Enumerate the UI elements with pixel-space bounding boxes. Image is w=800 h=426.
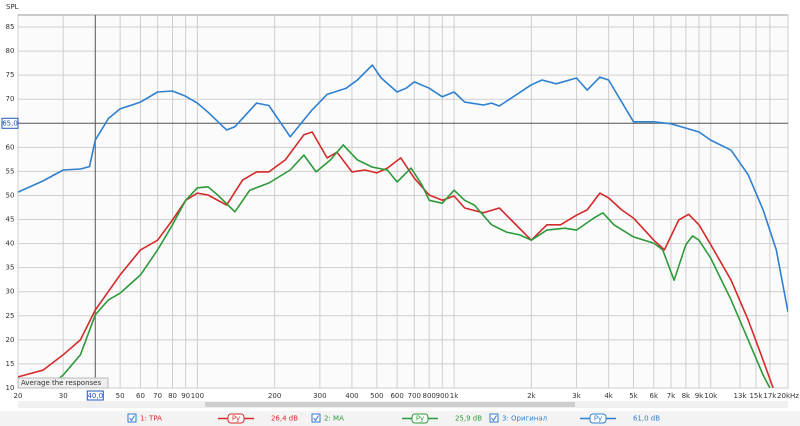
x-tick-label: 20kHz [777,392,799,400]
x-tick-label: 20 [14,392,23,400]
legend-name: 3: Оригинал [502,415,547,423]
scroll-thumb[interactable] [205,402,575,407]
legend-button[interactable] [589,413,607,424]
y-tick-label: 35 [6,264,15,272]
y-tick-label: 25 [6,312,15,320]
y-tick-label: 80 [6,47,15,55]
x-tick-label: 3k [572,392,581,400]
legend-button-label: Ру [232,415,240,423]
legend-checkbox[interactable] [311,413,321,423]
x-tick-label: 4k [604,392,613,400]
legend-bar [0,411,800,426]
x-tick-label: 70 [153,392,162,400]
legend-level: 61,0 dB [633,415,660,423]
axes: 20 30 50 60 70 80 90 100 200 300 400 500 600 700 800 90… [1,23,799,401]
y-axis-label: SPL [6,3,19,11]
lines [18,64,788,388]
x-tick-label: 8k [682,392,691,400]
legend-name: 1: TPA [140,415,162,423]
x-tick-label: 300 [313,392,326,400]
legend-button-label: Ру [416,415,424,423]
y-tick-label: 45 [6,216,15,224]
y-tick-label: 85 [6,23,15,31]
y-tick-label: 50 [6,191,15,199]
y-tick-label: 20 [6,336,15,344]
x-tick-label: 60 [136,392,145,400]
legend-checkbox[interactable] [127,413,137,423]
y-tick-label: 30 [6,288,15,296]
y-tick-label: 55 [6,167,15,175]
x-tick-label: 7k [667,392,676,400]
legend-button-label: Ру [594,415,602,423]
legend-level: 25,9 dB [455,415,482,423]
cursor-x-box [86,390,104,401]
cursor-y-box [1,117,19,129]
legend-name: 2: MA [324,415,344,423]
cursor-y-label: 65,0 [2,119,18,127]
legend: 1: TPA Ру 26,4 dB 2: MA Ру 25,9 dB 3: Оригинал… [127,413,660,424]
y-tick-label: 10 [6,384,15,392]
x-tick-label: 100 [191,392,204,400]
y-tick-label: 75 [6,71,15,79]
y-tick-label: 60 [6,143,15,151]
x-tick-label: 900 [436,392,449,400]
legend-button[interactable] [227,413,245,424]
x-tick-label: 500 [370,392,383,400]
x-tick-label: 9k [695,392,704,400]
average-label: Average the responses [21,379,101,387]
x-tick-label: 30 [59,392,68,400]
legend-level: 26,4 dB [271,415,298,423]
cursor-x-label: 40,0 [87,392,103,400]
x-tick-label: 700 [408,392,421,400]
x-tick-label: 90 [181,392,190,400]
x-tick-label: 10k [704,392,718,400]
x-tick-label: 5k [629,392,638,400]
legend-button[interactable] [411,413,429,424]
legend-check [313,415,319,422]
x-tick-label: 50 [116,392,125,400]
x-tick-label: 2k [527,392,536,400]
x-tick-label: 17k [763,392,777,400]
response-line [18,64,788,313]
response-line [50,144,771,388]
x-tick-label: 600 [390,392,403,400]
legend-check [491,415,497,422]
legend-checkbox[interactable] [489,413,499,423]
y-tick-label: 15 [6,360,15,368]
y-tick-label: 40 [6,240,15,248]
x-tick-label: 80 [168,392,177,400]
grid [17,15,789,389]
average-button[interactable] [17,377,109,389]
x-tick-label: 15k [749,392,763,400]
legend-check [129,415,135,422]
x-tick-label: 800 [423,392,436,400]
x-tick-label: 200 [268,392,281,400]
x-tick-label: 400 [345,392,358,400]
x-tick-label: 1k [450,392,459,400]
y-tick-label: 70 [6,95,15,103]
plot-area [17,14,789,389]
x-tick-label: 6k [650,392,659,400]
x-tick-label: 13k [733,392,747,400]
